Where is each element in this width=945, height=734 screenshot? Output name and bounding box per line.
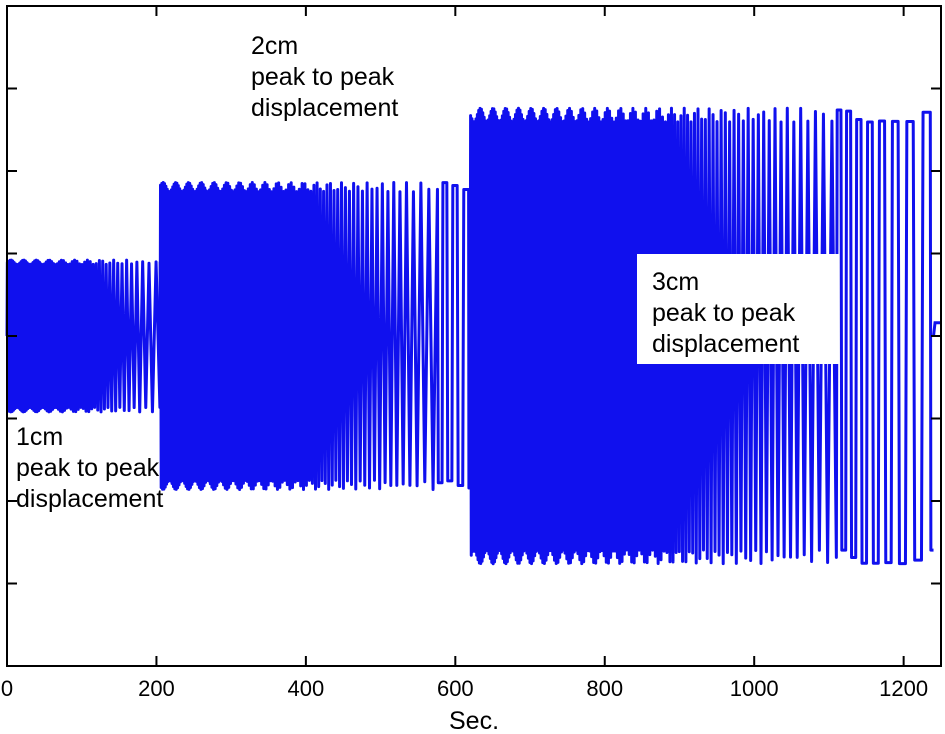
x-tick-label: 400 — [288, 676, 325, 701]
annotation-line: peak to peak — [652, 299, 796, 327]
signal-segment-2 — [158, 181, 471, 491]
x-tick-label: 1000 — [730, 676, 779, 701]
axes: 0 200 400 600 800 1000 1200 — [1, 5, 942, 701]
annotation-line: 1cm — [16, 423, 63, 451]
plot-area — [5, 106, 941, 566]
annotation-line: displacement — [251, 94, 398, 122]
annotation-line: peak to peak — [251, 63, 395, 91]
annotation-box — [637, 254, 839, 364]
annotation-line: displacement — [652, 330, 799, 358]
annotation-line: 2cm — [251, 32, 298, 60]
signal-segment-3 — [468, 106, 934, 566]
annotation-line: peak to peak — [16, 454, 160, 482]
x-tick-label: 800 — [586, 676, 623, 701]
signal-tail — [932, 321, 941, 337]
x-tick-label: 0 — [1, 676, 13, 701]
x-axis-label: Sec. — [449, 707, 499, 734]
annotation-2cm: 2cm peak to peak displacement — [251, 32, 398, 122]
signal-segment-1 — [5, 258, 162, 414]
x-tick-label: 600 — [437, 676, 474, 701]
annotation-line: 3cm — [652, 268, 699, 296]
annotation-1cm: 1cm peak to peak displacement — [16, 423, 163, 513]
x-tick-label: 200 — [138, 676, 175, 701]
annotation-3cm: 3cm peak to peak displacement — [637, 254, 839, 364]
annotation-line: displacement — [16, 485, 163, 513]
x-tick-label: 1200 — [879, 676, 928, 701]
